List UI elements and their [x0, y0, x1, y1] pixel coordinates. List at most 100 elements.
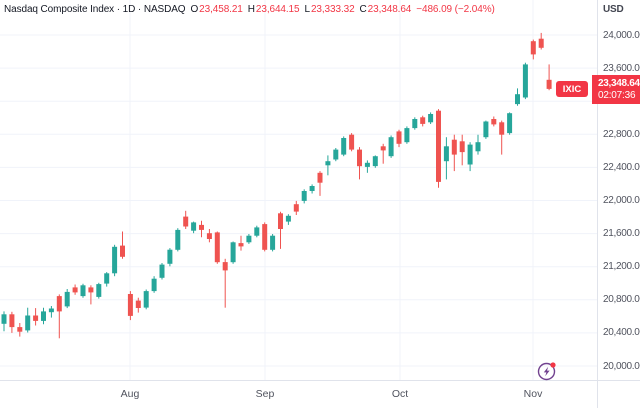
- candle-body: [191, 222, 197, 231]
- candle-body: [17, 327, 23, 332]
- candle-body: [135, 300, 141, 308]
- candle-body: [396, 131, 402, 144]
- candle-body: [199, 224, 204, 230]
- price-axis[interactable]: USD 24,000.00 23,600.00 22,800.00 22,400.00…: [597, 0, 640, 380]
- candle-body: [404, 128, 410, 143]
- time-axis[interactable]: Aug Sep Oct Nov: [0, 380, 640, 408]
- open-value: O 23,458.21: [190, 4, 243, 15]
- candle-body: [41, 311, 46, 321]
- chart-legend: Nasdaq Composite Index · 1D · NASDAQ O 2…: [4, 4, 495, 15]
- price-axis-label: 24,000.00: [603, 29, 640, 41]
- symbol-price-tag: IXIC: [556, 81, 588, 97]
- candle-body: [428, 114, 434, 123]
- candle-body: [293, 204, 299, 212]
- currency-label: USD: [603, 4, 624, 15]
- candle-body: [301, 191, 307, 201]
- candle-body: [522, 64, 528, 98]
- candle-body: [151, 278, 157, 292]
- candle-body: [120, 245, 125, 257]
- candle-body: [357, 149, 362, 167]
- candle-body: [451, 139, 457, 155]
- candle-body: [159, 264, 165, 278]
- candle-body: [459, 141, 465, 153]
- candle-body: [1, 314, 7, 324]
- candle-body: [104, 273, 110, 284]
- bar-countdown: 02:07:36: [598, 90, 636, 101]
- candle-body: [380, 146, 386, 151]
- candle-body: [538, 38, 544, 48]
- price-axis-label: 23,600.00: [603, 62, 640, 74]
- candle-body: [309, 186, 315, 191]
- candle-body: [349, 134, 355, 150]
- price-axis-label: 20,800.00: [603, 294, 640, 306]
- candle-body: [285, 215, 291, 222]
- lightning-bolt-icon: [537, 362, 556, 381]
- symbol-title[interactable]: Nasdaq Composite Index · 1D · NASDAQ: [4, 4, 186, 15]
- candle-body: [483, 121, 489, 138]
- candle-body: [222, 262, 228, 271]
- candle-body: [183, 216, 189, 227]
- price-axis-label: 21,600.00: [603, 228, 640, 240]
- time-axis-month-label: Oct: [391, 388, 409, 400]
- price-axis-label: 20,400.00: [603, 327, 640, 339]
- candle-body: [262, 224, 268, 250]
- candle-body: [278, 213, 283, 229]
- candle-body: [467, 144, 473, 165]
- candle-body: [388, 137, 394, 157]
- candle-body: [127, 294, 133, 316]
- lightning-button[interactable]: [536, 360, 558, 382]
- notification-dot: [550, 362, 556, 368]
- axis-corner-separator: [597, 381, 598, 408]
- candle-body: [499, 122, 505, 135]
- price-axis-label: 21,200.00: [603, 261, 640, 273]
- change-value: −486.09 (−2.04%): [416, 4, 495, 15]
- candle-body: [475, 142, 481, 152]
- candle-body: [175, 229, 181, 250]
- candle-body: [317, 172, 323, 183]
- candle-body: [80, 285, 86, 297]
- time-axis-month-label: Nov: [523, 388, 543, 400]
- candle-body: [333, 149, 339, 160]
- candle-body: [25, 315, 31, 331]
- candle-body: [546, 79, 552, 89]
- candle-body: [443, 146, 449, 162]
- candle-body: [507, 113, 513, 134]
- time-axis-month-label: Sep: [255, 388, 275, 400]
- candle-body: [230, 242, 236, 263]
- candle-body: [412, 119, 418, 129]
- candle-body: [9, 314, 15, 328]
- candle-body: [270, 235, 276, 250]
- candle-body: [206, 233, 212, 239]
- last-price: 23,348.64: [598, 78, 640, 89]
- candle-body: [96, 284, 102, 297]
- candle-body: [530, 41, 536, 55]
- candle-body: [238, 243, 244, 247]
- candle-body: [112, 246, 118, 274]
- candle-body: [33, 315, 39, 321]
- candle-body: [48, 308, 54, 313]
- high-value: H 23,644.15: [247, 4, 300, 15]
- candle-body: [246, 235, 252, 243]
- candle-body: [254, 227, 260, 236]
- candle-body: [143, 291, 149, 308]
- candle-body: [372, 156, 378, 167]
- candle-body: [64, 291, 70, 307]
- price-axis-label: 20,000.00: [603, 360, 640, 372]
- candle-body: [325, 161, 331, 166]
- candle-body: [167, 249, 173, 264]
- candle-body: [214, 232, 220, 263]
- candle-body: [436, 110, 441, 182]
- price-axis-label: 22,000.00: [603, 195, 640, 206]
- candle-body: [515, 94, 520, 105]
- candle-body: [420, 117, 426, 124]
- candle-body: [341, 138, 347, 155]
- low-value: L 23,333.32: [304, 4, 355, 15]
- candlestick-chart[interactable]: [0, 0, 597, 380]
- price-axis-label: 22,400.00: [603, 161, 640, 173]
- candle-body: [491, 119, 497, 125]
- last-price-badge: 23,348.64 02:07:36: [592, 75, 640, 104]
- candle-body: [364, 162, 370, 167]
- candle-body: [88, 287, 94, 293]
- price-axis-label: 22,800.00: [603, 128, 640, 140]
